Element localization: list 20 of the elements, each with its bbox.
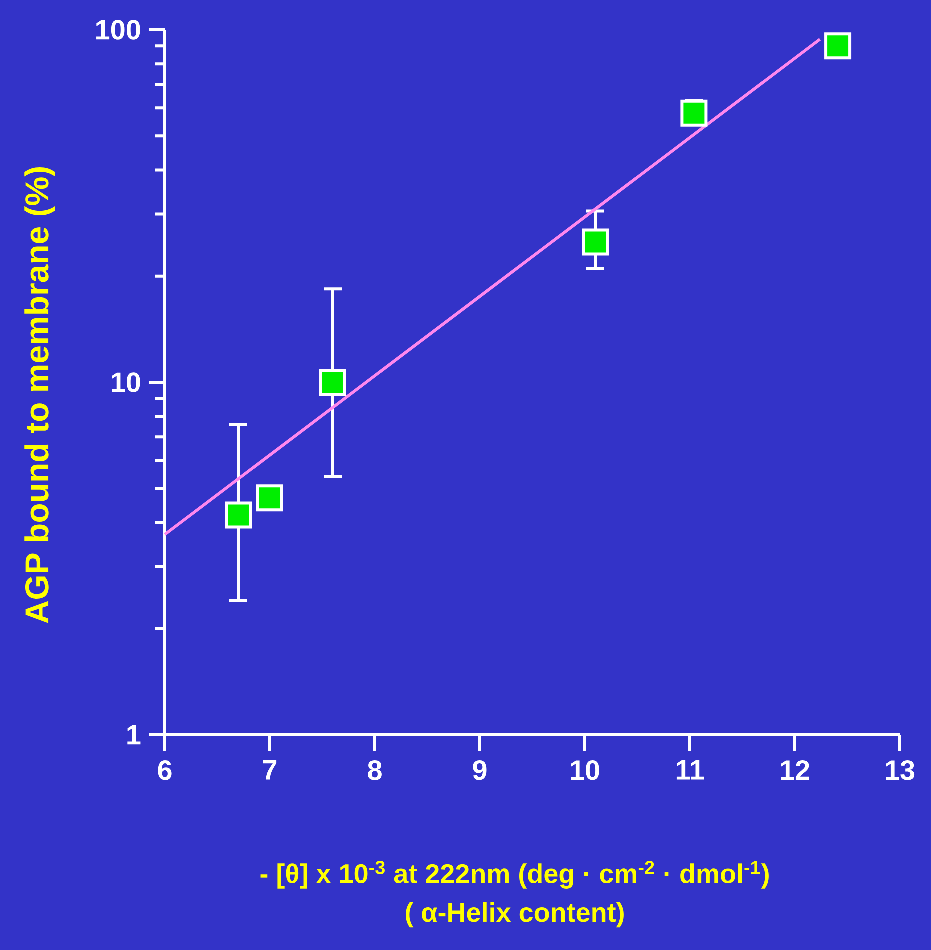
x-tick-label: 10 <box>571 760 600 780</box>
point <box>256 484 284 512</box>
x-axis-title: - [θ] x 10$^{-3}$ at 222nm (deg · cm$^{-2}$ · dmol$^{-1}$) <box>260 861 769 889</box>
x-tick-label: 7 <box>263 760 277 780</box>
point <box>824 32 852 60</box>
point <box>680 100 708 127</box>
x-tick-label: 12 <box>781 760 810 780</box>
y-tick-label: 10 <box>112 372 140 392</box>
y-tick-label: 100 <box>96 20 140 40</box>
point <box>320 368 346 396</box>
x-tick-label: 6 <box>158 760 172 780</box>
y-tick-label: 1 <box>128 725 141 745</box>
x-tick-label: 9 <box>473 760 487 780</box>
point <box>225 502 252 529</box>
text: ( α-Helix content) <box>406 902 624 928</box>
x-tick-label: 13 <box>886 760 915 780</box>
x-tick-label: 8 <box>368 760 382 780</box>
x-tick-label: 11 <box>676 760 704 780</box>
y-axis-title: AGP bound to membrane (%) <box>24 167 56 624</box>
point <box>582 228 609 256</box>
